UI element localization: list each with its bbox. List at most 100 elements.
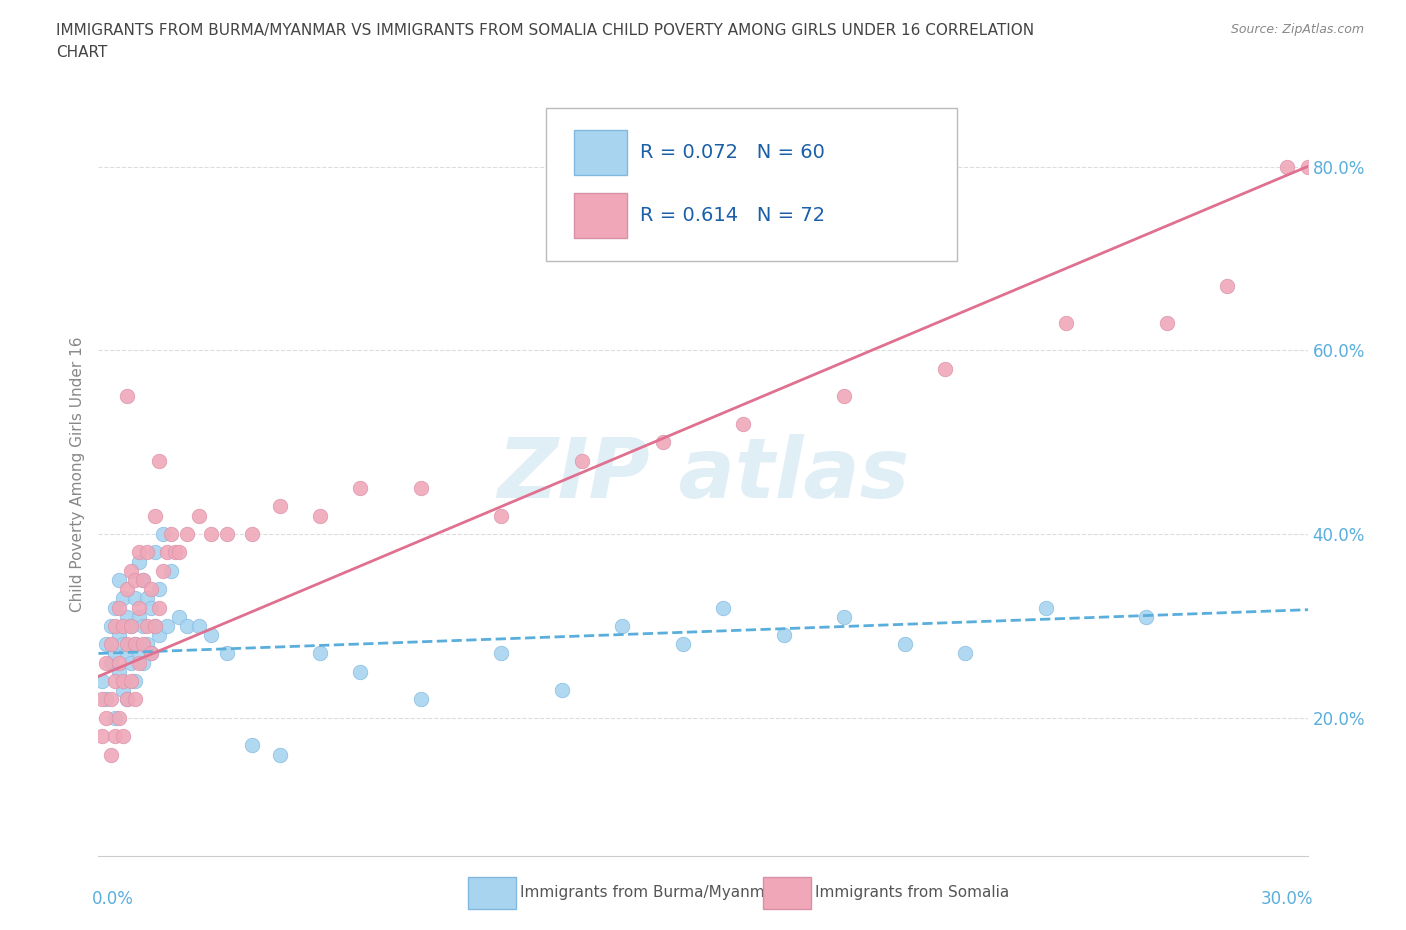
Point (167, 609, 190, 624)
Point (135, 591, 157, 605)
Point (349, 481, 371, 496)
Point (176, 526, 198, 541)
Y-axis label: Child Poverty Among Girls Under 16: Child Poverty Among Girls Under 16 (69, 337, 84, 612)
Point (269, 747, 291, 762)
Text: R = 0.072   N = 60: R = 0.072 N = 60 (640, 143, 825, 162)
Point (103, 673, 125, 688)
Point (120, 564, 142, 578)
Point (103, 618, 125, 633)
Text: Immigrants from Burma/Myanmar: Immigrants from Burma/Myanmar (520, 885, 780, 900)
Point (111, 591, 134, 605)
Point (115, 637, 138, 652)
Point (120, 618, 142, 633)
Point (107, 628, 129, 643)
Point (107, 656, 129, 671)
Point (152, 564, 174, 578)
FancyBboxPatch shape (574, 193, 627, 238)
Point (96, 656, 118, 671)
Point (132, 618, 155, 633)
Point (124, 637, 146, 652)
Point (240, 526, 263, 541)
Text: 30.0%: 30.0% (1261, 890, 1313, 908)
Point (128, 646, 150, 661)
Point (188, 618, 211, 633)
Point (103, 729, 125, 744)
Point (128, 545, 150, 560)
Point (188, 508, 211, 523)
Point (107, 600, 129, 615)
Point (309, 508, 332, 523)
Point (120, 673, 142, 688)
Point (115, 692, 138, 707)
Point (96, 637, 118, 652)
Point (124, 673, 146, 688)
Text: R = 0.614   N = 72: R = 0.614 N = 72 (640, 206, 825, 224)
Point (120, 618, 142, 633)
Point (1296, 159, 1319, 174)
Point (139, 646, 162, 661)
Point (148, 581, 170, 596)
Point (672, 637, 695, 652)
Point (128, 600, 150, 615)
Text: Source: ZipAtlas.com: Source: ZipAtlas.com (1230, 23, 1364, 36)
Point (1156, 315, 1178, 330)
Point (1376, 196, 1399, 211)
Text: Immigrants from Somalia: Immigrants from Somalia (815, 885, 1010, 900)
Point (772, 628, 794, 643)
Text: ZIP atlas: ZIP atlas (496, 433, 910, 515)
Point (1135, 609, 1157, 624)
Point (111, 618, 134, 633)
Point (200, 628, 222, 643)
Point (143, 508, 166, 523)
Text: IMMIGRANTS FROM BURMA/MYANMAR VS IMMIGRANTS FROM SOMALIA CHILD POVERTY AMONG GIR: IMMIGRANTS FROM BURMA/MYANMAR VS IMMIGRA… (56, 23, 1035, 38)
Point (200, 526, 222, 541)
Text: 0.0%: 0.0% (93, 890, 134, 908)
Point (156, 618, 179, 633)
Point (934, 361, 956, 376)
Point (107, 573, 129, 588)
Point (103, 600, 125, 615)
Point (124, 591, 146, 605)
Point (711, 600, 734, 615)
Point (832, 609, 855, 624)
Point (269, 499, 291, 514)
Point (115, 389, 138, 404)
Point (139, 581, 162, 596)
Point (240, 737, 263, 752)
Point (91, 673, 114, 688)
Point (107, 664, 129, 679)
Point (115, 581, 138, 596)
Point (135, 637, 157, 652)
Point (132, 573, 155, 588)
Point (143, 618, 166, 633)
Point (100, 692, 122, 707)
Point (148, 628, 170, 643)
Point (148, 453, 170, 468)
Point (91, 692, 114, 707)
Point (115, 646, 138, 661)
Point (733, 417, 755, 432)
FancyBboxPatch shape (574, 129, 627, 175)
Point (612, 618, 634, 633)
Point (100, 637, 122, 652)
Point (152, 526, 174, 541)
Point (103, 711, 125, 725)
Point (132, 573, 155, 588)
Point (651, 434, 673, 449)
Point (1316, 205, 1339, 219)
Point (832, 389, 855, 404)
Point (1216, 278, 1239, 293)
Point (107, 711, 129, 725)
Point (100, 656, 122, 671)
Point (96, 711, 118, 725)
Point (176, 618, 198, 633)
Point (100, 747, 122, 762)
Point (893, 637, 915, 652)
Point (115, 692, 138, 707)
Point (1035, 600, 1057, 615)
Point (135, 618, 157, 633)
Point (111, 673, 134, 688)
Point (96, 692, 118, 707)
Point (409, 481, 432, 496)
Point (1054, 315, 1077, 330)
